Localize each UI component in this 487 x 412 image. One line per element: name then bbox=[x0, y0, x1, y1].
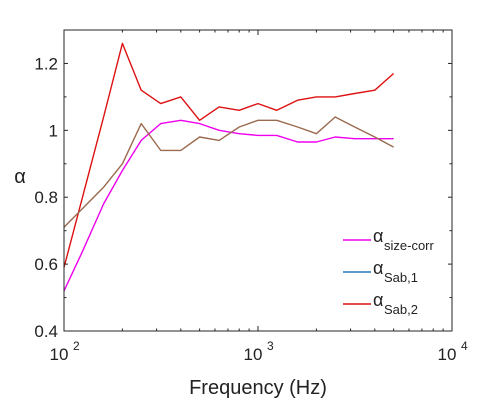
x-tick-label-base: 10 bbox=[438, 345, 457, 364]
series-line-3 bbox=[63, 116, 394, 228]
axes-layer: 0.4 0.6 0.8 1 1.2 10 2 10 3 10 4 bbox=[34, 29, 468, 364]
x-tick-label-0: 10 2 bbox=[50, 339, 80, 364]
x-tick-label-2: 10 4 bbox=[438, 339, 468, 364]
x-tick-label-exponent: 3 bbox=[267, 339, 274, 353]
legend-label-2: α bbox=[373, 290, 383, 310]
legend-entry-0: α size-corr bbox=[343, 226, 435, 253]
x-tick-label-exponent: 4 bbox=[461, 339, 468, 353]
legend-label-subscript-0: size-corr bbox=[384, 238, 435, 253]
plot-area bbox=[64, 30, 452, 331]
y-tick-label-3: 1 bbox=[49, 121, 58, 140]
y-tick-label-1: 0.6 bbox=[34, 255, 58, 274]
series-line-2 bbox=[63, 42, 395, 268]
x-tick-label-base: 10 bbox=[244, 345, 263, 364]
y-tick-label-0: 0.4 bbox=[34, 322, 58, 341]
y-tick-label-4: 1.2 bbox=[34, 54, 58, 73]
x-axis-title: Frequency (Hz) bbox=[189, 377, 327, 399]
legend-label-subscript-1: Sab,1 bbox=[384, 270, 418, 285]
legend-label-subscript-2: Sab,2 bbox=[384, 302, 418, 317]
y-tick-label-2: 0.8 bbox=[34, 188, 58, 207]
legend-label-0: α bbox=[373, 226, 383, 246]
series-layer bbox=[63, 42, 395, 292]
series-line-0 bbox=[63, 119, 394, 292]
legend-entry-1: α Sab,1 bbox=[343, 258, 418, 285]
x-tick-label-exponent: 2 bbox=[73, 339, 80, 353]
y-axis-title: α bbox=[14, 166, 26, 188]
legend-entry-2: α Sab,2 bbox=[343, 290, 418, 317]
x-tick-label-base: 10 bbox=[50, 345, 69, 364]
x-tick-label-1: 10 3 bbox=[244, 339, 274, 364]
legend-label-1: α bbox=[373, 258, 383, 278]
